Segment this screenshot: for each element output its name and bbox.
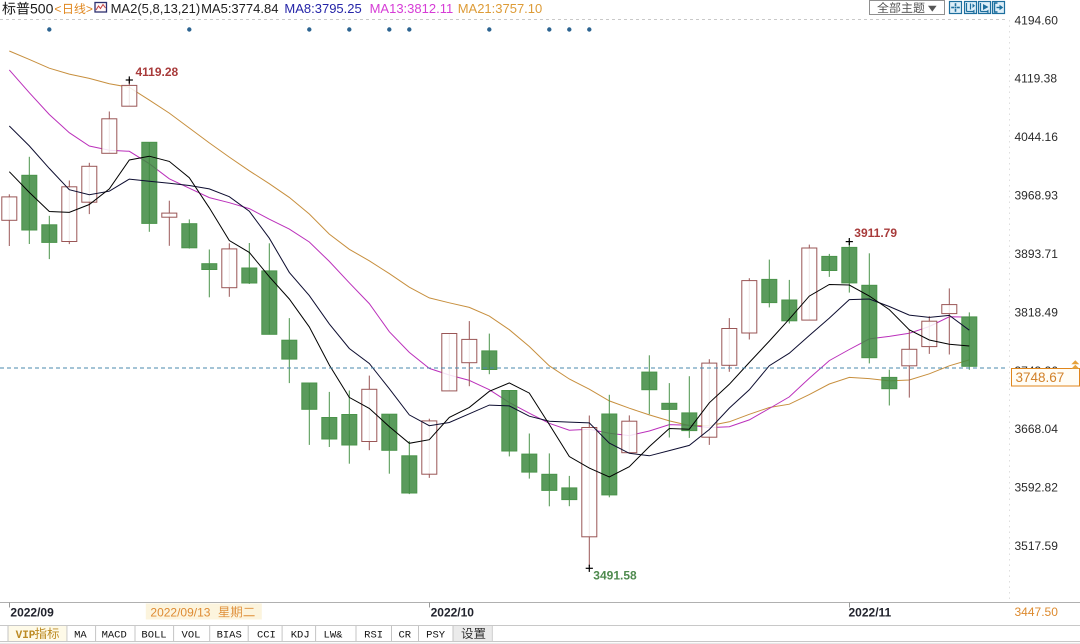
svg-text:3818.49: 3818.49 <box>1015 305 1059 319</box>
svg-text:3668.04: 3668.04 <box>1015 422 1059 436</box>
svg-text:MA13:3812.11: MA13:3812.11 <box>370 1 454 16</box>
svg-text:3748.67: 3748.67 <box>1016 370 1065 385</box>
svg-text:CR: CR <box>398 630 411 642</box>
svg-text:3893.71: 3893.71 <box>1015 247 1059 261</box>
svg-text:3517.59: 3517.59 <box>1015 539 1059 553</box>
svg-text:PSY: PSY <box>426 630 446 642</box>
svg-text:BOLL: BOLL <box>141 630 166 642</box>
svg-text:MACD: MACD <box>102 630 127 642</box>
svg-text:LW&: LW& <box>324 630 344 642</box>
svg-text:MA21:3757.10: MA21:3757.10 <box>458 1 543 16</box>
svg-text:4119.38: 4119.38 <box>1015 72 1058 86</box>
svg-text:3491.58: 3491.58 <box>593 569 637 583</box>
svg-text:3968.93: 3968.93 <box>1015 189 1059 203</box>
svg-text:VIP: VIP <box>16 630 36 642</box>
svg-text:CCI: CCI <box>257 630 276 642</box>
svg-text:2022/09: 2022/09 <box>10 606 54 620</box>
svg-text:4194.60: 4194.60 <box>1015 13 1059 27</box>
svg-text:500: 500 <box>30 1 54 17</box>
svg-text:3911.79: 3911.79 <box>854 226 897 240</box>
svg-text:3592.82: 3592.82 <box>1015 481 1059 495</box>
svg-text:<: < <box>54 2 61 16</box>
svg-text:RSI: RSI <box>364 630 383 642</box>
svg-text:3447.50: 3447.50 <box>1015 605 1059 619</box>
svg-text:VOL: VOL <box>182 630 201 642</box>
svg-text:4119.28: 4119.28 <box>136 65 179 79</box>
svg-text:2022/11: 2022/11 <box>849 606 892 620</box>
svg-text:MA: MA <box>74 630 87 642</box>
svg-text:4044.16: 4044.16 <box>1015 130 1059 144</box>
svg-text:KDJ: KDJ <box>291 630 310 642</box>
svg-text:>: > <box>86 2 93 16</box>
svg-text:BIAS: BIAS <box>217 630 242 642</box>
svg-text:MA2(5,8,13,21): MA2(5,8,13,21) <box>111 1 201 16</box>
svg-text:2022/09/13: 2022/09/13 <box>150 606 210 620</box>
svg-text:2022/10: 2022/10 <box>431 606 475 620</box>
svg-text:MA8:3795.25: MA8:3795.25 <box>284 1 361 16</box>
svg-text:MA5:3774.84: MA5:3774.84 <box>201 1 278 16</box>
